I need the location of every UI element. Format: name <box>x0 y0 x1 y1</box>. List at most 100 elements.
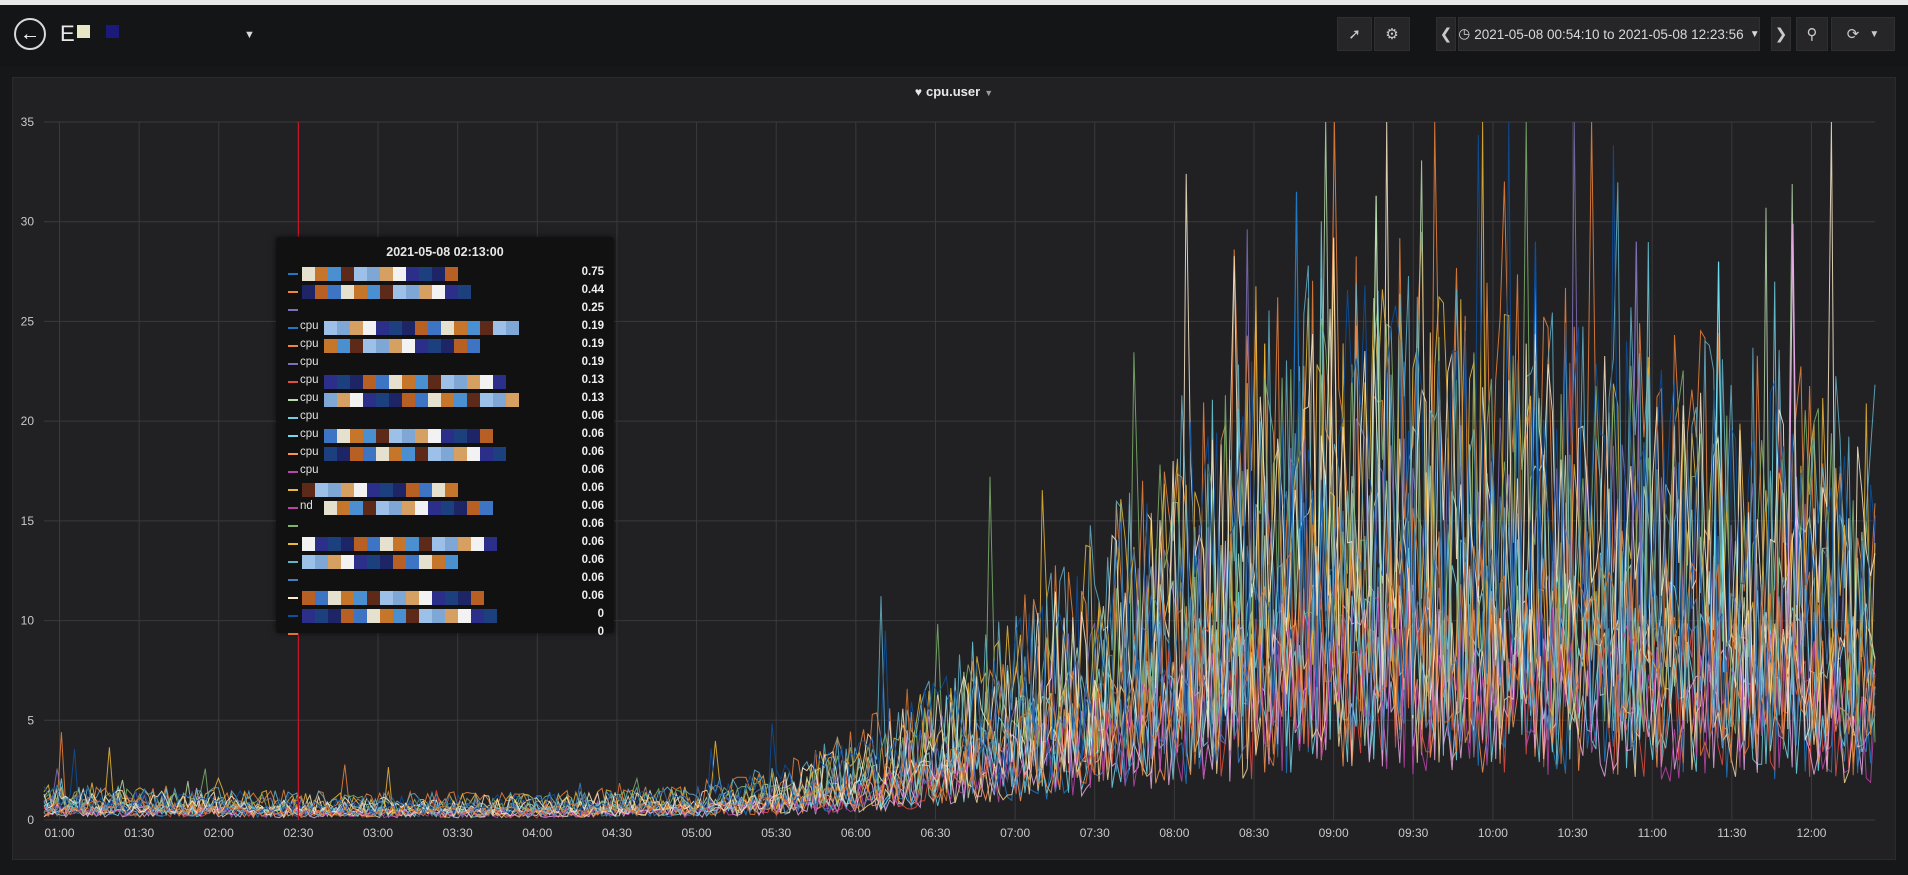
time-shift-back-button[interactable]: ❮ <box>1436 17 1456 51</box>
x-tick-label: 07:00 <box>1000 826 1030 840</box>
x-tick-label: 02:30 <box>283 826 313 840</box>
tooltip-row: 0.06 <box>276 553 614 571</box>
dashboard-picker-caret-icon[interactable]: ▼ <box>244 29 255 41</box>
x-tick-label: 01:30 <box>124 826 154 840</box>
tooltip-series-swatch <box>288 579 298 581</box>
tooltip-row: cpu 0.19 <box>276 355 614 373</box>
tooltip-series-name: cpu <box>300 446 319 458</box>
back-button[interactable]: ← <box>14 18 46 50</box>
x-tick-label: 09:00 <box>1319 826 1349 840</box>
tooltip-row: cpu 0.06 <box>276 409 614 427</box>
redacted-series-name-block <box>324 321 519 335</box>
chevron-down-icon: ▼ <box>984 88 994 98</box>
tooltip-series-swatch <box>288 633 298 635</box>
share-button[interactable]: ➚ <box>1337 17 1372 51</box>
tooltip-row: cpu 0.19 <box>276 319 614 337</box>
share-icon: ➚ <box>1348 26 1361 43</box>
tooltip-series-swatch <box>288 561 298 563</box>
redacted-series-name-block <box>302 537 497 551</box>
x-tick-label: 07:30 <box>1080 826 1110 840</box>
series-peak <box>1370 195 1383 646</box>
time-shift-forward-button[interactable]: ❯ <box>1771 17 1791 51</box>
tooltip-series-value: 0.19 <box>581 338 604 350</box>
tooltip-row: 0 <box>276 625 614 643</box>
series-peak <box>1290 191 1303 656</box>
tooltip-row: 0.06 <box>276 481 614 499</box>
y-tick-label: 35 <box>21 115 35 129</box>
y-tick-label: 20 <box>21 414 35 428</box>
tooltip-series-value: 0.06 <box>581 410 604 422</box>
x-axis-ticks: 01:00 01:30 02:00 02:30 03:00 03:30 04:00 04:30… <box>44 826 1826 840</box>
tooltip-series-swatch <box>288 525 298 527</box>
x-tick-label: 06:00 <box>841 826 871 840</box>
tooltip-series-value: 0.13 <box>581 392 604 404</box>
refresh-button[interactable]: ⟳ ▼ <box>1831 17 1895 51</box>
settings-button[interactable]: ⚙ <box>1374 17 1410 51</box>
tooltip-series-value: 0.13 <box>581 374 604 386</box>
series-line <box>43 590 1876 819</box>
tooltip-series-value: 0.06 <box>581 500 604 512</box>
tooltip-row: 0.44 <box>276 283 614 301</box>
panel-title[interactable]: ♥ cpu.user ▼ <box>0 84 1908 99</box>
tooltip-series-swatch <box>288 453 298 455</box>
tooltip-row: cpu 0.19 <box>276 337 614 355</box>
tooltip-series-value: 0.06 <box>581 464 604 476</box>
series-peak <box>1327 237 1340 646</box>
tooltip-series-swatch <box>288 597 298 599</box>
redacted-series-name-block <box>324 339 480 353</box>
tooltip-row: cpu 0.13 <box>276 391 614 409</box>
clock-icon: ◷ <box>1458 26 1471 41</box>
tooltip-series-swatch <box>288 309 298 311</box>
x-tick-label: 09:30 <box>1398 826 1428 840</box>
series-peak <box>1630 241 1643 666</box>
y-tick-label: 0 <box>27 813 34 827</box>
tooltip-series-swatch <box>288 507 298 509</box>
tooltip-series-value: 0.19 <box>581 320 604 332</box>
x-tick-label: 04:00 <box>522 826 552 840</box>
tooltip-series-swatch <box>288 327 298 329</box>
tooltip-row: 0 <box>276 607 614 625</box>
tooltip-time: 2021-05-08 02:13:00 <box>386 245 504 259</box>
redacted-series-name-block <box>302 267 458 281</box>
x-tick-label: 04:30 <box>602 826 632 840</box>
redacted-series-name-block <box>324 501 493 515</box>
x-tick-label: 03:00 <box>363 826 393 840</box>
tooltip-series-swatch <box>288 615 298 617</box>
redacted-title-block <box>77 25 90 38</box>
dashboard-title[interactable]: E <box>60 21 75 46</box>
redacted-series-name-block <box>324 429 493 443</box>
x-tick-label: 12:00 <box>1796 826 1826 840</box>
tooltip-series-name: cpu <box>300 338 319 350</box>
tooltip-series-value: 0.06 <box>581 518 604 530</box>
x-tick-label: 08:00 <box>1159 826 1189 840</box>
x-tick-label: 08:30 <box>1239 826 1269 840</box>
chevron-right-icon: ❯ <box>1774 26 1788 43</box>
series-line <box>43 121 1876 817</box>
tooltip-series-name: cpu <box>300 392 319 404</box>
tooltip-series-value: 0.19 <box>581 356 604 368</box>
x-tick-label: 05:00 <box>682 826 712 840</box>
tooltip-row: cpu 0.06 <box>276 445 614 463</box>
tooltip-series-value: 0.06 <box>581 428 604 440</box>
tooltip-series-swatch <box>288 291 298 293</box>
x-tick-label: 06:30 <box>920 826 950 840</box>
tooltip-series-value: 0.06 <box>581 590 604 602</box>
x-tick-label: 10:00 <box>1478 826 1508 840</box>
arrow-left-icon: ← <box>20 22 40 45</box>
zoom-out-button[interactable]: ⚲ <box>1796 17 1828 51</box>
tooltip-series-swatch <box>288 489 298 491</box>
tooltip-row: 0.06 <box>276 589 614 607</box>
x-tick-label: 02:00 <box>204 826 234 840</box>
tooltip-series-name: nd <box>300 500 313 512</box>
tooltip-series-name: cpu <box>300 374 319 386</box>
y-tick-label: 15 <box>21 514 35 528</box>
tooltip-row: nd 0.06 <box>276 499 614 517</box>
tooltip-series-swatch <box>288 471 298 473</box>
tooltip-row: cpu 0.13 <box>276 373 614 391</box>
tooltip-series-swatch <box>288 273 298 275</box>
series-peak <box>1712 261 1725 673</box>
tooltip-series-value: 0.06 <box>581 572 604 584</box>
time-range-picker[interactable]: ◷ 2021-05-08 00:54:10 to 2021-05-08 12:2… <box>1458 17 1760 51</box>
hover-tooltip: 2021-05-08 02:13:00 0.75 0.44 0.25 cpu 0.19 c… <box>276 237 614 638</box>
